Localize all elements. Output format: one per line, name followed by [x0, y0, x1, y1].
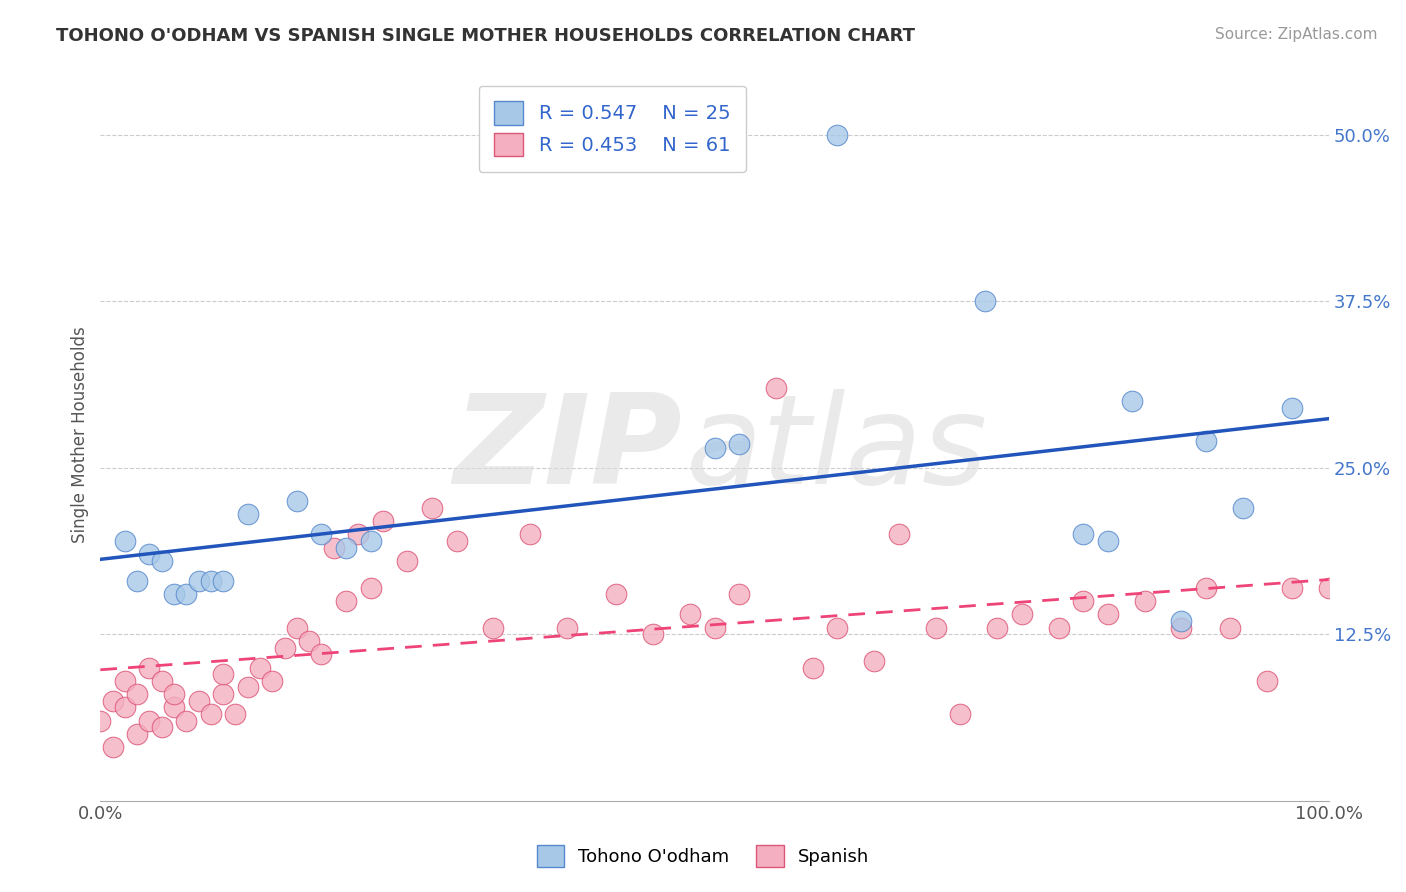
Point: [1047, 621, 1070, 635]
Point: [187, 574, 209, 588]
Point: [1219, 621, 1241, 635]
Point: [176, 587, 198, 601]
Point: [949, 707, 972, 722]
Point: [360, 534, 382, 549]
Point: [1195, 434, 1218, 449]
Point: [1195, 581, 1218, 595]
Point: [200, 574, 222, 588]
Point: [360, 581, 382, 595]
Legend: R = 0.547    N = 25, R = 0.453    N = 61: R = 0.547 N = 25, R = 0.453 N = 61: [478, 86, 747, 172]
Point: [728, 587, 751, 601]
Point: [973, 294, 995, 309]
Point: [101, 694, 124, 708]
Point: [127, 687, 149, 701]
Point: [138, 660, 160, 674]
Point: [101, 740, 124, 755]
Point: [728, 437, 751, 451]
Text: atlas: atlas: [686, 389, 988, 509]
Point: [1133, 594, 1156, 608]
Point: [801, 660, 824, 674]
Point: [163, 687, 186, 701]
Point: [127, 727, 149, 741]
Point: [420, 500, 443, 515]
Point: [212, 687, 235, 701]
Point: [150, 720, 173, 734]
Point: [765, 381, 787, 395]
Point: [446, 534, 468, 549]
Point: [163, 587, 186, 601]
Point: [1011, 607, 1033, 622]
Point: [1121, 394, 1143, 409]
Point: [643, 627, 665, 641]
Point: [887, 527, 910, 541]
Text: TOHONO O'ODHAM VS SPANISH SINGLE MOTHER HOUSEHOLDS CORRELATION CHART: TOHONO O'ODHAM VS SPANISH SINGLE MOTHER …: [56, 27, 915, 45]
Point: [138, 714, 160, 728]
Point: [1281, 401, 1303, 415]
Point: [114, 700, 136, 714]
Point: [605, 587, 627, 601]
Point: [89, 714, 111, 728]
Point: [236, 681, 259, 695]
Point: [273, 640, 295, 655]
Point: [703, 441, 725, 455]
Point: [703, 621, 725, 635]
Point: [1256, 673, 1278, 688]
Point: [1170, 614, 1192, 628]
Point: [827, 621, 849, 635]
Point: [150, 554, 173, 568]
Point: [187, 694, 209, 708]
Point: [335, 594, 357, 608]
Point: [827, 128, 849, 142]
Point: [371, 514, 394, 528]
Point: [114, 534, 136, 549]
Point: [262, 673, 284, 688]
Point: [863, 654, 886, 668]
Point: [986, 621, 1008, 635]
Point: [127, 574, 149, 588]
Point: [347, 527, 370, 541]
Point: [311, 527, 333, 541]
Point: [236, 508, 259, 522]
Point: [1170, 621, 1192, 635]
Point: [1317, 581, 1340, 595]
Point: [1232, 500, 1254, 515]
Point: [212, 667, 235, 681]
Point: [1071, 527, 1094, 541]
Point: [1097, 607, 1119, 622]
Legend: Tohono O'odham, Spanish: Tohono O'odham, Spanish: [530, 838, 876, 874]
Point: [150, 673, 173, 688]
Point: [311, 647, 333, 661]
Point: [322, 541, 344, 555]
Point: [114, 673, 136, 688]
Point: [249, 660, 271, 674]
Point: [163, 700, 186, 714]
Point: [200, 707, 222, 722]
Point: [285, 494, 308, 508]
Point: [138, 547, 160, 561]
Point: [298, 633, 321, 648]
Point: [555, 621, 578, 635]
Point: [176, 714, 198, 728]
Point: [1281, 581, 1303, 595]
Text: Source: ZipAtlas.com: Source: ZipAtlas.com: [1215, 27, 1378, 42]
Point: [679, 607, 702, 622]
Point: [335, 541, 357, 555]
Y-axis label: Single Mother Households: Single Mother Households: [72, 326, 89, 543]
Point: [396, 554, 419, 568]
Point: [1071, 594, 1094, 608]
Point: [924, 621, 946, 635]
Text: ZIP: ZIP: [453, 389, 682, 509]
Point: [1097, 534, 1119, 549]
Point: [224, 707, 246, 722]
Point: [212, 574, 235, 588]
Point: [519, 527, 541, 541]
Point: [482, 621, 505, 635]
Point: [285, 621, 308, 635]
